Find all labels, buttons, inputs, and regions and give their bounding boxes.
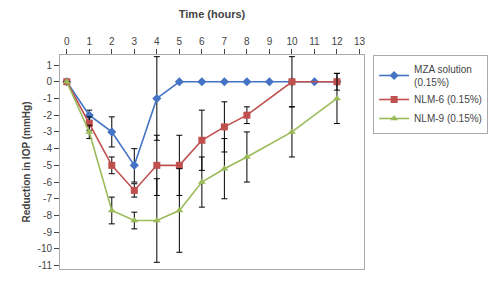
svg-text:-2: -2 [43,110,52,121]
svg-text:NLM-6 (0.15%): NLM-6 (0.15%) [414,94,482,105]
svg-text:11: 11 [309,36,320,47]
svg-text:6: 6 [199,36,205,47]
svg-text:-4: -4 [43,143,52,154]
svg-text:0: 0 [46,76,52,87]
svg-text:12: 12 [331,36,343,47]
svg-text:-11: -11 [38,260,52,271]
svg-text:13: 13 [354,36,366,47]
svg-text:Time (hours): Time (hours) [179,8,246,20]
svg-text:-8: -8 [43,210,52,221]
svg-text:NLM-9 (0.15%): NLM-9 (0.15%) [414,113,482,124]
svg-text:10: 10 [286,36,298,47]
svg-text:-7: -7 [43,193,52,204]
svg-text:7: 7 [222,36,228,47]
svg-text:5: 5 [177,36,183,47]
svg-text:-1: -1 [43,93,52,104]
svg-text:0: 0 [64,36,70,47]
svg-text:3: 3 [132,36,138,47]
svg-text:8: 8 [244,36,250,47]
svg-text:-9: -9 [43,227,52,238]
svg-text:1: 1 [46,60,52,71]
svg-text:9: 9 [267,36,273,47]
svg-text:4: 4 [154,36,160,47]
svg-text:-5: -5 [43,160,52,171]
svg-text:-10: -10 [38,243,53,254]
svg-text:Reduction in IOP (mmHg): Reduction in IOP (mmHg) [21,102,32,223]
svg-text:1: 1 [86,36,92,47]
svg-text:2: 2 [109,36,115,47]
svg-text:MZA solution(0.15%): MZA solution(0.15%) [414,64,472,88]
svg-text:-6: -6 [43,177,52,188]
svg-text:-3: -3 [43,126,52,137]
